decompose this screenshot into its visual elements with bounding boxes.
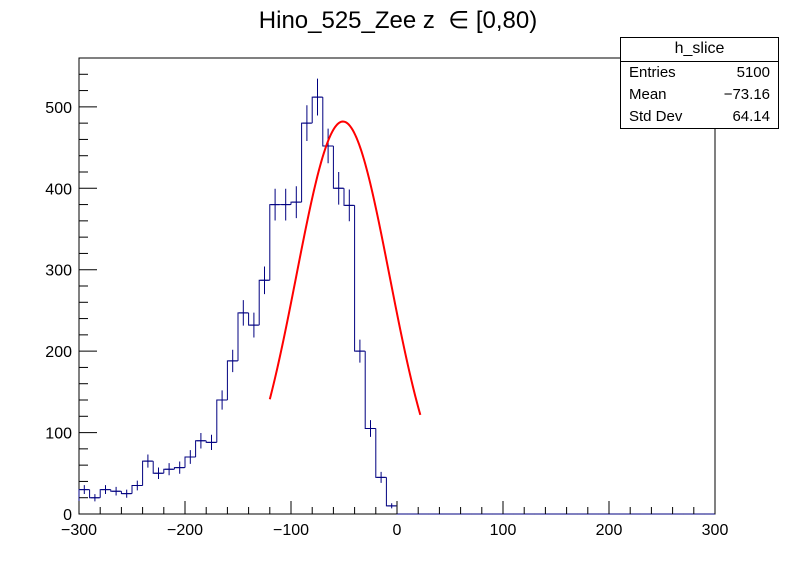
x-tick-label: −300 [61,522,97,539]
error-bar [90,494,100,502]
stats-box: h_slice Entries 5100 Mean −73.16 Std Dev… [620,37,779,129]
x-tick-label: 100 [490,522,517,539]
x-tick-label: 200 [596,522,623,539]
error-bar [387,503,396,509]
error-bar [270,188,280,221]
error-bar [260,266,269,295]
error-bar [217,390,227,410]
error-bar [302,105,312,141]
x-tick-label: −100 [273,522,309,539]
histogram-bin [385,477,397,507]
error-bar [80,485,89,495]
gaussian-fit-curve [268,120,422,416]
x-axis-ticks: −300 −200 −100 0 100 200 300 [61,501,728,539]
stats-row-stddev: Std Dev 64.14 [621,106,778,128]
stats-name: h_slice [621,38,778,62]
stats-value: 64.14 [732,108,770,125]
error-bar [101,485,110,495]
histogram-bin [375,428,387,478]
histogram-bin [364,351,376,429]
x-tick-label: 300 [702,522,729,539]
error-bar [281,188,290,221]
error-bar [355,339,365,363]
error-bar [164,463,174,476]
stats-label: Entries [629,64,676,81]
error-bar [154,467,163,480]
stats-value: −73.16 [723,86,770,103]
y-tick-label: 500 [45,100,72,117]
x-tick-label: 0 [393,522,402,539]
chart-title: Hino_525_Zee z ∈ [0,80) [0,6,796,35]
error-bar [334,172,343,205]
error-bar [186,450,195,464]
histogram-bin [354,205,366,352]
error-bar [376,471,386,483]
y-tick-label: 100 [45,426,72,443]
error-bar [175,461,184,474]
error-bar [345,189,354,222]
title-range: ∈ [0,80) [448,7,538,34]
y-axis-ticks: 0 100 200 300 400 500 [45,57,97,524]
error-bar [313,78,322,116]
error-bar [111,486,121,496]
histogram-bin [396,505,408,515]
error-bar [249,312,259,338]
error-bar [133,480,142,491]
y-tick-label: 200 [45,344,72,361]
error-bar [207,434,216,450]
error-bar [366,420,375,437]
error-bar [239,300,248,326]
title-main: Hino_525_Zee z [258,7,435,34]
histogram-bins [78,96,715,515]
error-bar [143,454,153,468]
error-bar [196,432,206,449]
x-tick-label: −200 [167,522,203,539]
y-tick-label: 400 [45,181,72,198]
error-bars [80,78,396,509]
y-tick-label: 300 [45,263,72,280]
stats-label: Std Dev [629,108,683,125]
error-bar [228,349,237,373]
stats-row-entries: Entries 5100 [621,62,778,84]
stats-row-mean: Mean −73.16 [621,84,778,106]
y-tick-label: 0 [63,507,72,524]
stats-label: Mean [629,86,667,103]
error-bar [122,489,131,498]
error-bar [292,186,301,219]
stats-value: 5100 [736,64,770,81]
